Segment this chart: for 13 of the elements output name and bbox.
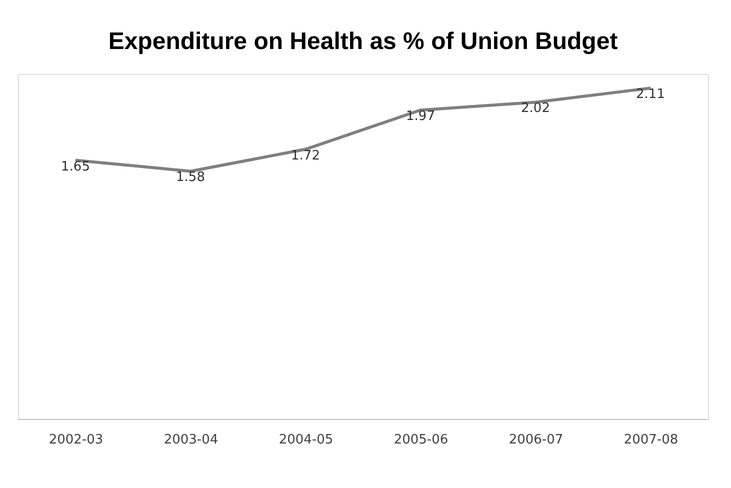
chart-title: Expenditure on Health as % of Union Budget xyxy=(108,28,618,55)
data-label: 1.72 xyxy=(291,148,320,164)
x-tick-label: 2005-06 xyxy=(394,432,448,448)
data-label: 1.97 xyxy=(406,109,435,124)
data-label: 2.11 xyxy=(636,87,665,102)
x-tick-label: 2002-03 xyxy=(48,432,104,448)
x-tick-label: 2003-04 xyxy=(164,432,218,448)
x-tick-label: 2006-07 xyxy=(508,432,564,448)
x-tick-label: 2004-05 xyxy=(278,432,334,448)
data-label: 2.02 xyxy=(521,101,550,116)
x-tick-label: 2007-08 xyxy=(624,432,678,448)
data-label: 1.65 xyxy=(61,159,90,174)
data-label: 1.58 xyxy=(176,170,205,186)
